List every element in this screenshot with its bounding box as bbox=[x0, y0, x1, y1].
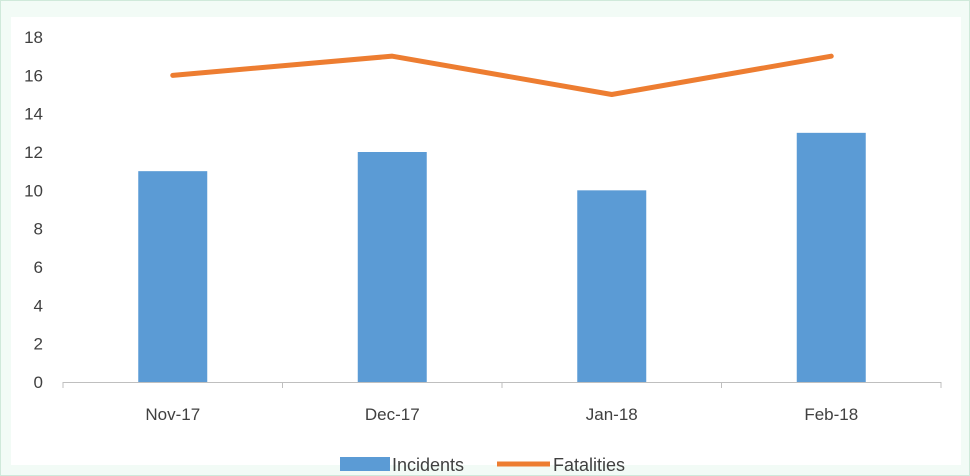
x-tick-label: Jan-18 bbox=[586, 405, 638, 424]
bar bbox=[357, 152, 427, 382]
fatalities-line bbox=[170, 53, 834, 97]
y-tick-label: 14 bbox=[24, 105, 43, 124]
x-tick-label: Dec-17 bbox=[365, 405, 420, 424]
y-tick-label: 0 bbox=[34, 373, 43, 392]
legend-incidents-label: Incidents bbox=[392, 455, 464, 475]
bar bbox=[796, 132, 866, 382]
x-axis: Nov-17 Dec-17 Jan-18 Feb-18 bbox=[62, 382, 942, 424]
legend: Incidents Fatalities bbox=[340, 455, 625, 475]
y-tick-label: 18 bbox=[24, 28, 43, 47]
incidents-bars bbox=[138, 132, 866, 382]
x-tick-label: Feb-18 bbox=[804, 405, 858, 424]
legend-fatalities-label: Fatalities bbox=[553, 455, 625, 475]
legend-incidents-swatch bbox=[340, 457, 390, 471]
y-tick-label: 6 bbox=[34, 258, 43, 277]
x-tick-label: Nov-17 bbox=[145, 405, 200, 424]
y-tick-label: 12 bbox=[24, 143, 43, 162]
y-axis: 0 2 4 6 8 10 12 14 16 18 bbox=[24, 28, 43, 392]
y-tick-label: 10 bbox=[24, 181, 43, 200]
bar bbox=[577, 190, 647, 382]
y-tick-label: 16 bbox=[24, 66, 43, 85]
bar bbox=[138, 171, 208, 382]
y-tick-label: 4 bbox=[34, 296, 43, 315]
y-tick-label: 8 bbox=[34, 220, 43, 239]
y-tick-label: 2 bbox=[34, 335, 43, 354]
